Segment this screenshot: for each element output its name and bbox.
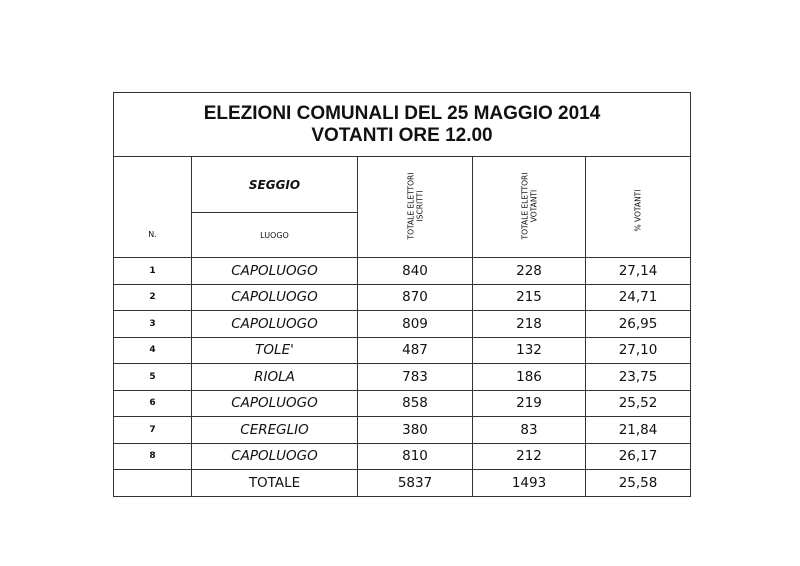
document-title: ELEZIONI COMUNALI DEL 25 MAGGIO 2014 VOT… [112,92,692,157]
cell-votanti: 132 [472,336,586,364]
cell-votanti: 1493 [472,469,586,497]
cell-n [113,469,192,497]
cell-iscritti: 870 [357,283,473,311]
results-table: ELEZIONI COMUNALI DEL 25 MAGGIO 2014 VOT… [112,92,692,497]
cell-percent: 26,95 [584,310,692,338]
table-row: 3 CAPOLUOGO 809 218 26,95 [113,310,692,338]
cell-luogo: CAPOLUOGO [191,389,358,417]
cell-n: 4 [113,336,192,364]
cell-percent: 25,52 [584,389,692,417]
cell-votanti: 83 [472,416,586,444]
cell-votanti: 215 [472,283,586,311]
table-row: 4 TOLE' 487 132 27,10 [113,336,692,364]
table-row: 6 CAPOLUOGO 858 219 25,52 [113,389,692,417]
cell-luogo: CAPOLUOGO [191,310,358,338]
cell-luogo: CAPOLUOGO [191,442,358,470]
table-row: 2 CAPOLUOGO 870 215 24,71 [113,283,692,311]
cell-luogo: CAPOLUOGO [191,257,358,285]
cell-votanti: 228 [472,257,586,285]
title-line-2: VOTANTI ORE 12.00 [311,124,493,146]
table-row: 7 CEREGLIO 380 83 21,84 [113,416,692,444]
title-line-1: ELEZIONI COMUNALI DEL 25 MAGGIO 2014 [203,102,601,124]
cell-votanti: 218 [472,310,586,338]
total-row: TOTALE 5837 1493 25,58 [113,469,692,497]
cell-iscritti: 783 [357,363,473,391]
cell-n: 8 [113,442,192,470]
cell-luogo: TOLE' [191,336,358,364]
table-row: 5 RIOLA 783 186 23,75 [113,363,692,391]
cell-percent: 25,58 [584,469,692,497]
cell-votanti: 186 [472,363,586,391]
cell-iscritti: 487 [357,336,473,364]
header-votanti-text: TOTALE ELETTORI VOTANTI [520,172,538,240]
header-iscritti: TOTALE ELETTORI ISCRITTI [357,156,473,258]
cell-iscritti: 5837 [357,469,473,497]
table-row: 8 CAPOLUOGO 810 212 26,17 [113,442,692,470]
header-percent-text: % VOTANTI [633,189,643,231]
cell-n: 5 [113,363,192,391]
cell-percent: 26,17 [584,442,692,470]
cell-percent: 24,71 [584,283,692,311]
header-iscritti-text: TOTALE ELETTORI ISCRITTI [406,172,424,240]
cell-n: 7 [113,416,192,444]
cell-percent: 27,10 [584,336,692,364]
cell-n: 1 [113,257,192,285]
cell-n: 6 [113,389,192,417]
cell-luogo: CAPOLUOGO [191,283,358,311]
cell-percent: 27,14 [584,257,692,285]
header-n: N. [113,212,192,258]
header-luogo: LUOGO [191,212,358,258]
cell-percent: 21,84 [584,416,692,444]
cell-percent: 23,75 [584,363,692,391]
header-seggio: SEGGIO [191,155,358,214]
cell-votanti: 212 [472,442,586,470]
cell-iscritti: 810 [357,442,473,470]
table-row: 1 CAPOLUOGO 840 228 27,14 [113,257,692,285]
cell-iscritti: 858 [357,389,473,417]
cell-votanti: 219 [472,389,586,417]
header-blank [113,155,192,213]
header-votanti: TOTALE ELETTORI VOTANTI [472,156,586,258]
cell-n: 3 [113,310,192,338]
header-percent: % VOTANTI [584,156,692,258]
cell-luogo: CEREGLIO [191,416,358,444]
cell-n: 2 [113,283,192,311]
cell-luogo: RIOLA [191,363,358,391]
cell-iscritti: 840 [357,257,473,285]
cell-iscritti: 809 [357,310,473,338]
cell-iscritti: 380 [357,416,473,444]
cell-luogo: TOTALE [191,469,358,497]
